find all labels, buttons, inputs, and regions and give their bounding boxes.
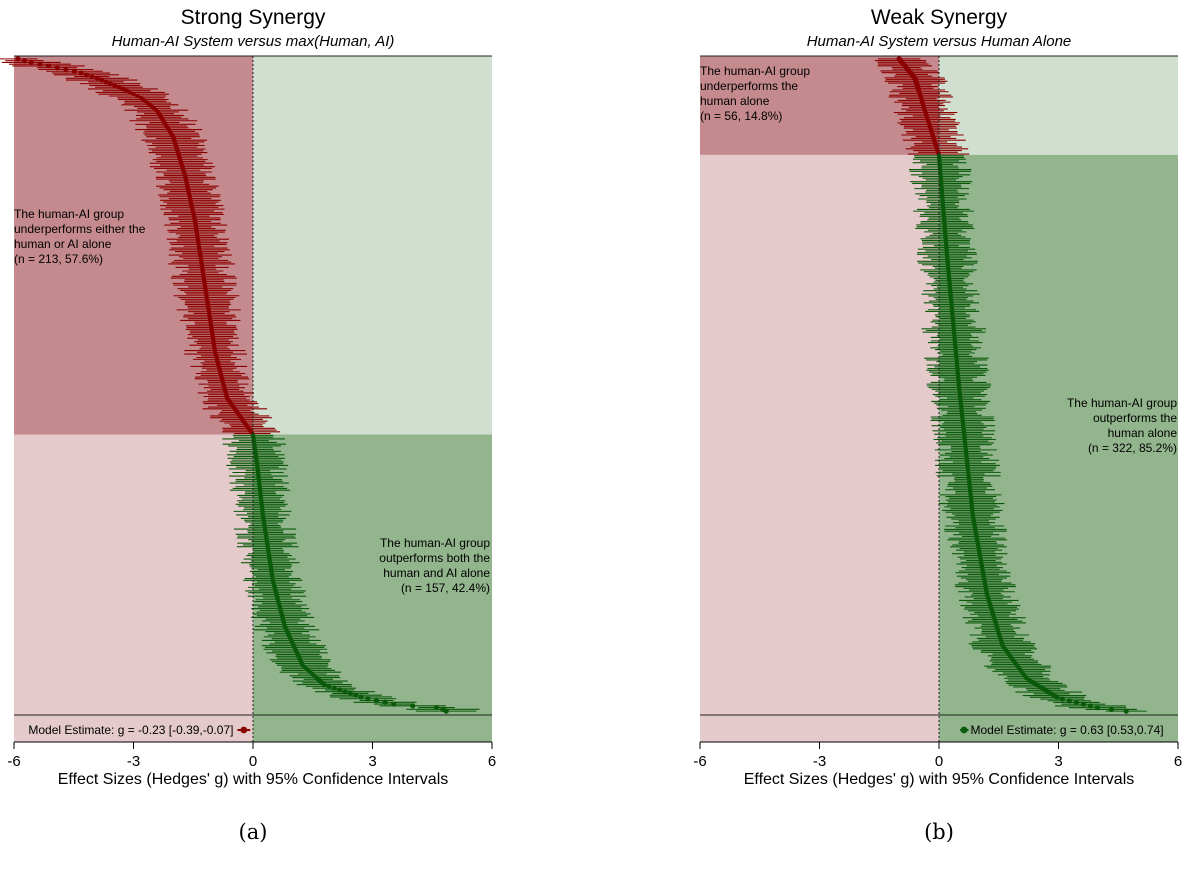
model-estimate: Model Estimate: g = -0.23 [-0.39,-0.07]: [28, 723, 251, 737]
region-underperforms-light: [700, 154, 939, 742]
annotation-line: human alone: [1108, 426, 1178, 440]
annotation-line: The human-AI group: [700, 64, 810, 78]
study-point: [410, 703, 416, 709]
annotation-line: (n = 157, 42.4%): [401, 581, 490, 595]
chart-subtitle: Human-AI System versus Human Alone: [807, 33, 1072, 50]
study-effects: [874, 56, 1147, 714]
model-estimate-point: [960, 726, 968, 734]
chart-title: Strong Synergy: [181, 6, 326, 29]
model-estimate-point: [240, 726, 248, 734]
annotation-line: The human-AI group: [14, 207, 124, 221]
study-point: [443, 708, 449, 714]
x-axis-label: Effect Sizes (Hedges' g) with 95% Confid…: [744, 771, 1135, 788]
model-estimate-label: Model Estimate: g = -0.23 [-0.39,-0.07]: [28, 723, 233, 737]
model-estimate-label: Model Estimate: g = 0.63 [0.53,0.74]: [970, 723, 1163, 737]
study-effects: [0, 56, 480, 714]
x-tick-label: -3: [813, 753, 826, 770]
x-tick-label: -6: [7, 753, 20, 770]
annotation-line: (n = 213, 57.6%): [14, 252, 103, 266]
x-axis-label: Effect Sizes (Hedges' g) with 95% Confid…: [58, 771, 449, 788]
x-tick-label: -6: [693, 753, 706, 770]
region-underperforms-light: [14, 434, 253, 742]
annotation-line: The human-AI group: [380, 536, 490, 550]
x-tick-label: 3: [1054, 753, 1062, 770]
study-point: [1123, 708, 1129, 714]
x-tick-label: 3: [368, 753, 376, 770]
x-tick-label: 6: [1174, 753, 1182, 770]
chart-title: Weak Synergy: [871, 6, 1008, 29]
study-point: [127, 90, 133, 95]
region-outperforms-light: [253, 56, 492, 435]
annotation-line: outperforms both the: [379, 551, 490, 565]
annotation-line: outperforms the: [1093, 411, 1177, 425]
x-tick-label: 0: [249, 753, 257, 770]
annotation-line: (n = 322, 85.2%): [1088, 441, 1177, 455]
panel-weak-synergy: Weak Synergy Human-AI System versus Huma…: [693, 6, 1182, 844]
annotation-line: human or AI alone: [14, 237, 112, 251]
annotation-line: (n = 56, 14.8%): [700, 109, 782, 123]
annotation-line: underperforms either the: [14, 222, 146, 236]
region-outperforms: [253, 434, 492, 742]
annotation-line: human and AI alone: [383, 566, 490, 580]
region-outperforms-light: [939, 56, 1178, 155]
model-estimate: Model Estimate: g = 0.63 [0.53,0.74]: [960, 723, 1164, 737]
panel-strong-synergy: Strong Synergy Human-AI System versus ma…: [0, 6, 496, 844]
study-point: [135, 93, 140, 99]
annotation-line: human alone: [700, 94, 770, 108]
x-tick-label: 0: [935, 753, 943, 770]
x-axis-ticks: -6 -3 0 3 6: [693, 742, 1182, 770]
x-axis-ticks: -6 -3 0 3 6: [7, 742, 496, 770]
annotation-line: underperforms the: [700, 79, 798, 93]
x-tick-label: 6: [488, 753, 496, 770]
panel-label: (a): [239, 820, 268, 844]
chart-subtitle: Human-AI System versus max(Human, AI): [112, 33, 395, 50]
x-tick-label: -3: [127, 753, 140, 770]
study-point: [131, 92, 136, 97]
panel-label: (b): [924, 820, 954, 844]
annotation-line: The human-AI group: [1067, 396, 1177, 410]
